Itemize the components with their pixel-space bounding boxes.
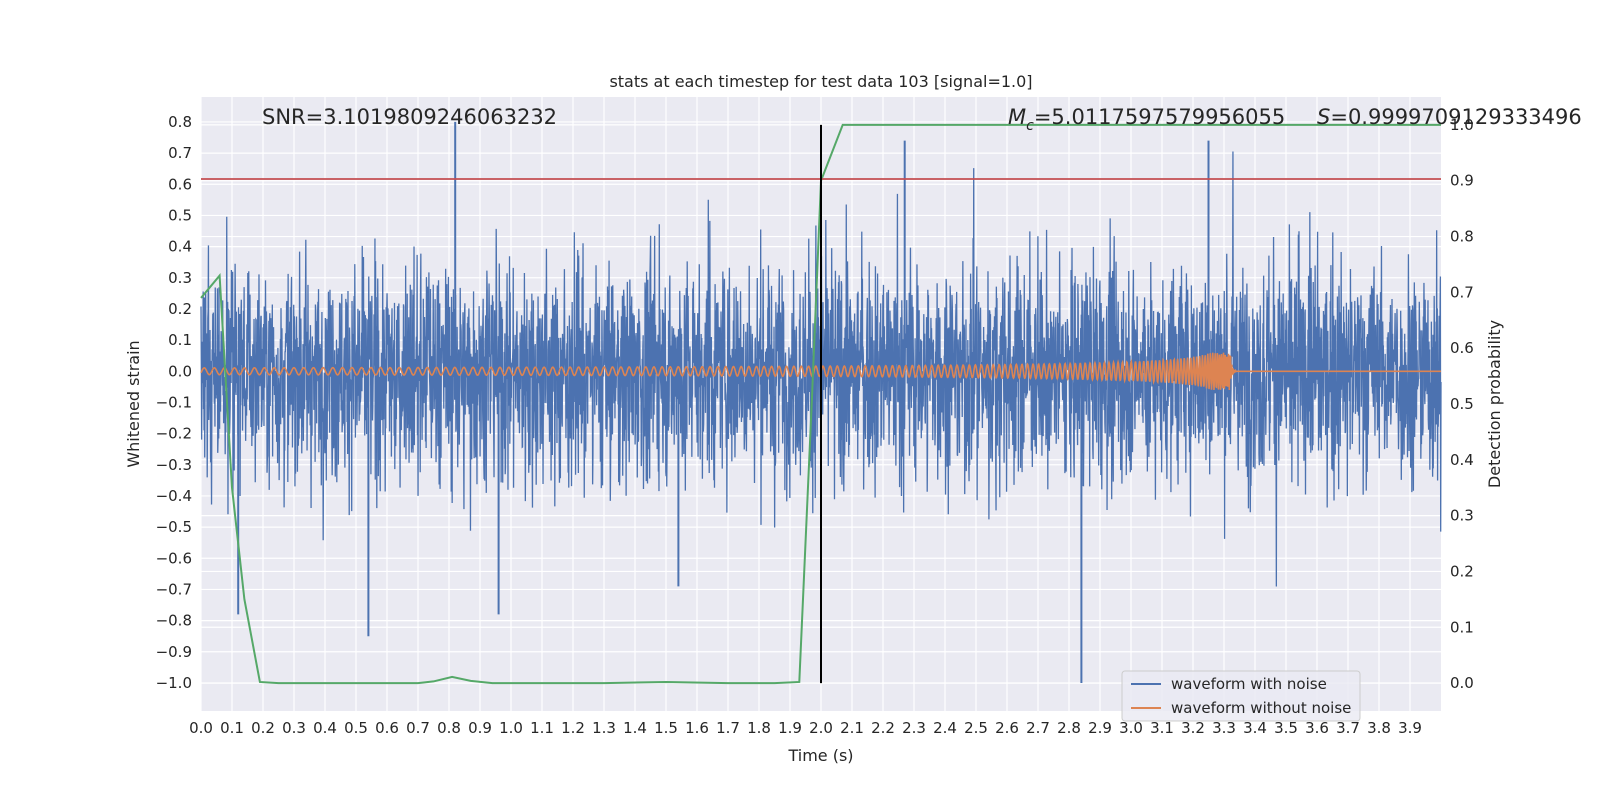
left-y-tick-label: 0.6 bbox=[168, 175, 192, 193]
right-y-tick-label: 0.1 bbox=[1450, 618, 1474, 636]
chirp-mass-subscript: c bbox=[1026, 118, 1034, 134]
x-tick-label: 0.0 bbox=[189, 719, 213, 737]
x-tick-label: 3.3 bbox=[1212, 719, 1236, 737]
left-y-axis-label: Whitened strain bbox=[124, 340, 143, 467]
x-tick-label: 1.3 bbox=[592, 719, 616, 737]
s-annotation: S=0.9999709129333496 bbox=[1317, 105, 1582, 129]
x-tick-label: 2.7 bbox=[1026, 719, 1050, 737]
x-tick-label: 1.6 bbox=[685, 719, 709, 737]
s-value: =0.9999709129333496 bbox=[1330, 105, 1581, 129]
right-y-tick-label: 0.8 bbox=[1450, 228, 1474, 246]
left-y-tick-label: −0.7 bbox=[156, 580, 192, 598]
series-detection-probability bbox=[200, 123, 1441, 685]
s-symbol: S bbox=[1317, 105, 1330, 129]
x-tick-label: 0.8 bbox=[437, 719, 461, 737]
x-tick-label: 3.6 bbox=[1305, 719, 1329, 737]
left-y-tick-label: 0.0 bbox=[168, 362, 192, 380]
left-y-tick-label: 0.3 bbox=[168, 269, 192, 287]
x-tick-label: 1.2 bbox=[561, 719, 585, 737]
x-tick-label: 2.0 bbox=[809, 719, 833, 737]
x-tick-label: 3.9 bbox=[1398, 719, 1422, 737]
x-tick-label: 0.6 bbox=[375, 719, 399, 737]
x-tick-label: 2.2 bbox=[871, 719, 895, 737]
legend: waveform with noise waveform without noi… bbox=[1121, 670, 1361, 722]
chirp-mass-value: =5.0117597579956055 bbox=[1034, 105, 1285, 129]
right-y-tick-label: 0.9 bbox=[1450, 172, 1474, 190]
right-y-axis-ticks: 1.0 0.9 0.8 0.7 0.6 0.5 0.4 0.3 0.2 0.1 0.0 bbox=[1450, 116, 1474, 692]
x-tick-label: 3.4 bbox=[1243, 719, 1267, 737]
x-tick-label: 1.7 bbox=[716, 719, 740, 737]
left-y-tick-label: −0.2 bbox=[156, 425, 192, 443]
reference-lines bbox=[201, 124, 1441, 684]
x-tick-label: 0.4 bbox=[313, 719, 337, 737]
right-y-tick-label: 1.0 bbox=[1450, 116, 1474, 134]
right-y-tick-label: 0.0 bbox=[1450, 674, 1474, 692]
left-y-tick-label: −1.0 bbox=[156, 674, 192, 692]
x-tick-label: 1.5 bbox=[654, 719, 678, 737]
x-tick-label: 2.3 bbox=[902, 719, 926, 737]
left-y-tick-label: −0.5 bbox=[156, 518, 192, 536]
x-tick-label: 0.7 bbox=[406, 719, 430, 737]
x-tick-label: 3.5 bbox=[1274, 719, 1298, 737]
left-y-tick-label: 0.7 bbox=[168, 144, 192, 162]
x-tick-label: 2.8 bbox=[1057, 719, 1081, 737]
left-y-tick-label: −0.4 bbox=[156, 487, 192, 505]
right-y-tick-label: 0.2 bbox=[1450, 562, 1474, 580]
x-tick-label: 2.9 bbox=[1088, 719, 1112, 737]
legend-label-noise: waveform with noise bbox=[1171, 675, 1327, 693]
legend-label-clean: waveform without noise bbox=[1171, 699, 1351, 717]
snr-annotation: SNR=3.1019809246063232 bbox=[262, 105, 557, 129]
x-tick-label: 3.1 bbox=[1150, 719, 1174, 737]
chirp-mass-symbol: M bbox=[1008, 105, 1026, 129]
left-y-tick-label: 0.4 bbox=[168, 238, 192, 256]
x-tick-label: 3.0 bbox=[1119, 719, 1143, 737]
right-y-tick-label: 0.6 bbox=[1450, 339, 1474, 357]
x-tick-label: 1.1 bbox=[530, 719, 554, 737]
left-y-tick-label: 0.8 bbox=[168, 113, 192, 131]
detection-probability-line bbox=[200, 123, 1441, 685]
x-tick-label: 3.2 bbox=[1181, 719, 1205, 737]
x-tick-label: 3.7 bbox=[1336, 719, 1360, 737]
right-y-tick-label: 0.5 bbox=[1450, 395, 1474, 413]
x-tick-label: 3.8 bbox=[1367, 719, 1391, 737]
left-y-tick-label: −0.9 bbox=[156, 643, 192, 661]
x-tick-label: 2.5 bbox=[964, 719, 988, 737]
x-tick-label: 2.4 bbox=[933, 719, 957, 737]
x-tick-label: 1.4 bbox=[623, 719, 647, 737]
left-y-tick-label: −0.6 bbox=[156, 549, 192, 567]
x-tick-label: 1.8 bbox=[747, 719, 771, 737]
x-tick-label: 0.1 bbox=[220, 719, 244, 737]
right-y-tick-label: 0.3 bbox=[1450, 507, 1474, 525]
right-y-tick-label: 0.7 bbox=[1450, 283, 1474, 301]
left-y-tick-label: −0.8 bbox=[156, 612, 192, 630]
left-y-axis-ticks: 0.8 0.7 0.6 0.5 0.4 0.3 0.2 0.1 0.0 −0.1 −0.2 −0.3 −… bbox=[156, 113, 192, 692]
x-tick-label: 2.1 bbox=[840, 719, 864, 737]
x-tick-label: 1.9 bbox=[778, 719, 802, 737]
left-y-tick-label: −0.3 bbox=[156, 456, 192, 474]
x-tick-label: 1.0 bbox=[499, 719, 523, 737]
x-tick-label: 0.2 bbox=[251, 719, 275, 737]
right-y-tick-label: 0.4 bbox=[1450, 451, 1474, 469]
x-tick-label: 2.6 bbox=[995, 719, 1019, 737]
left-y-tick-label: 0.1 bbox=[168, 331, 192, 349]
x-tick-label: 0.3 bbox=[282, 719, 306, 737]
left-y-tick-label: 0.5 bbox=[168, 206, 192, 224]
left-y-tick-label: 0.2 bbox=[168, 300, 192, 318]
x-tick-label: 0.5 bbox=[344, 719, 368, 737]
left-y-tick-label: −0.1 bbox=[156, 393, 192, 411]
x-axis-label: Time (s) bbox=[787, 746, 853, 765]
chart-title: stats at each timestep for test data 103… bbox=[609, 72, 1032, 91]
x-axis-ticks: 0.0 0.1 0.2 0.3 0.4 0.5 0.6 0.7 0.8 0.9 1.0 1.1 1.2 1… bbox=[189, 719, 1422, 737]
right-y-axis-label: Detection probability bbox=[1485, 320, 1504, 488]
legend-box bbox=[1121, 670, 1361, 722]
chirp-mass-annotation: Mc=5.0117597579956055 bbox=[1008, 105, 1285, 134]
x-tick-label: 0.9 bbox=[468, 719, 492, 737]
